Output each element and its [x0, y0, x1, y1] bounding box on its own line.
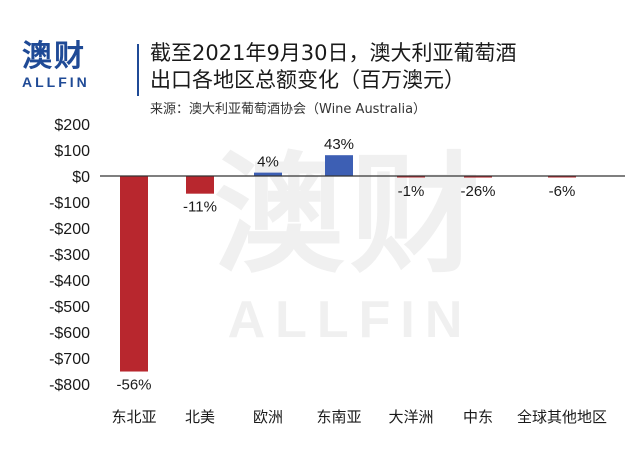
y-tick-label: -$100 [49, 195, 90, 212]
bar [397, 176, 425, 178]
y-tick-label: $200 [54, 117, 90, 134]
y-tick-label: -$800 [49, 377, 90, 394]
bar [120, 176, 148, 372]
y-tick-label: -$400 [49, 273, 90, 290]
data-label: -56% [116, 377, 151, 394]
data-label: -6% [549, 183, 576, 200]
x-tick-label: 欧洲 [253, 408, 283, 426]
x-tick-label: 全球其他地区 [517, 408, 607, 426]
y-tick-label: -$300 [49, 247, 90, 264]
x-tick-label: 中东 [463, 408, 493, 426]
data-label: -11% [183, 199, 217, 216]
data-label: -26% [460, 183, 495, 200]
header-divider [137, 44, 139, 96]
chart-title: 截至2021年9月30日，澳大利亚葡萄酒 出口各地区总额变化（百万澳元） [150, 40, 630, 94]
title-line-1: 截至2021年9月30日，澳大利亚葡萄酒 [150, 41, 517, 65]
bar [325, 155, 353, 176]
bar [186, 176, 214, 194]
y-tick-label: -$500 [49, 299, 90, 316]
bar [548, 176, 576, 178]
bar [464, 176, 492, 178]
y-tick-label: $0 [72, 169, 90, 186]
source-note: 来源：澳大利亚葡萄酒协会（Wine Australia） [150, 102, 427, 117]
x-tick-label: 东南亚 [316, 408, 361, 426]
y-tick-label: -$600 [49, 325, 90, 342]
y-tick-label: $100 [54, 143, 90, 160]
data-label: 4% [257, 154, 279, 171]
y-tick-label: -$700 [49, 351, 90, 368]
data-label: -1% [398, 183, 425, 200]
data-label: 43% [324, 136, 354, 153]
logo-english: ALLFIN [22, 74, 90, 90]
x-tick-label: 东北亚 [111, 408, 156, 426]
brand-logo: 澳财 ALLFIN [22, 39, 122, 91]
x-tick-label: 北美 [185, 408, 215, 426]
x-tick-label: 大洋洲 [388, 408, 433, 426]
y-tick-label: -$200 [49, 221, 90, 238]
title-line-2: 出口各地区总额变化（百万澳元） [150, 68, 465, 92]
bar [254, 172, 282, 176]
logo-chinese: 澳财 [22, 39, 86, 74]
